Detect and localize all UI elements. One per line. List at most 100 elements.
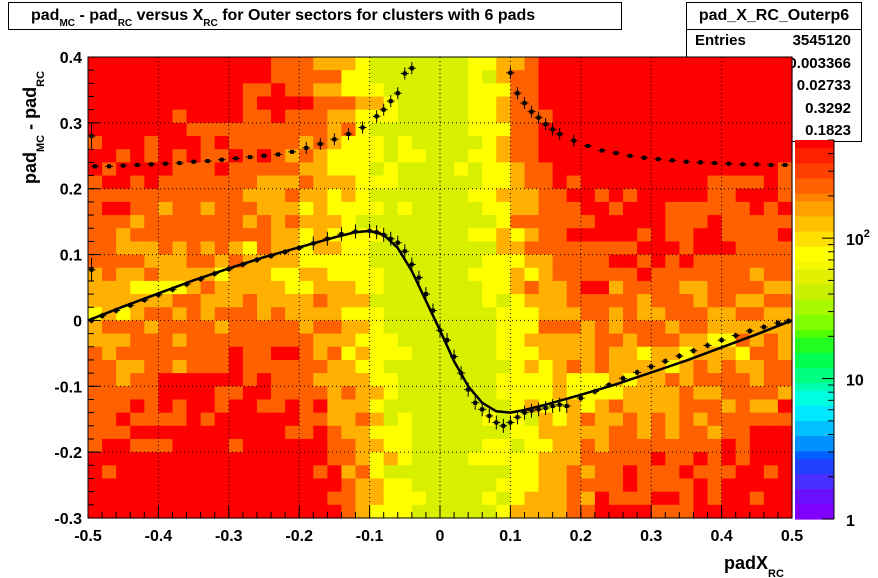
heatmap-bin — [158, 504, 174, 519]
heatmap-bin — [299, 228, 314, 242]
heatmap-bin — [130, 504, 145, 519]
heatmap-bin — [88, 228, 103, 242]
heatmap-bin — [608, 70, 624, 84]
heatmap-bin — [327, 122, 343, 137]
heatmap-bin — [538, 96, 554, 111]
z-tick-label: 1 — [846, 513, 855, 530]
heatmap-bin — [763, 149, 779, 163]
heatmap-bin — [144, 241, 159, 256]
heatmap-bin — [397, 478, 413, 493]
heatmap-bin — [580, 267, 596, 282]
rms-marker — [506, 66, 515, 79]
heatmap-bin — [693, 359, 709, 374]
heatmap-bin — [242, 412, 258, 427]
heatmap-bin — [566, 452, 582, 466]
heatmap-bin — [341, 333, 357, 348]
heatmap-bin — [552, 149, 568, 163]
heatmap-bin — [327, 149, 343, 163]
heatmap-bin — [707, 188, 723, 203]
heatmap-bin — [594, 228, 610, 242]
heatmap-bin — [285, 320, 300, 335]
rms-marker — [513, 87, 522, 100]
heatmap-bin — [468, 504, 483, 519]
heatmap-bin — [172, 201, 188, 216]
heatmap-bin — [440, 267, 455, 282]
heatmap-bin — [88, 478, 103, 493]
heatmap-bin — [299, 70, 314, 84]
heatmap-bin — [735, 359, 751, 374]
heatmap-bin — [594, 70, 610, 84]
heatmap-bin — [299, 425, 314, 440]
edge-marker — [87, 257, 96, 282]
heatmap-bin — [341, 267, 357, 282]
heatmap-bin — [468, 333, 483, 348]
heatmap-bin — [327, 109, 343, 124]
heatmap-bin — [665, 96, 680, 111]
heatmap-bin — [552, 267, 568, 282]
heatmap-bin — [637, 491, 652, 506]
heatmap-bin — [538, 465, 554, 480]
heatmap-bin — [144, 373, 159, 387]
heatmap-bin — [496, 215, 511, 229]
heatmap-bin — [637, 452, 652, 466]
heatmap-bin — [271, 320, 286, 335]
heatmap-bin — [524, 267, 540, 282]
heatmap-bin — [594, 83, 610, 98]
color-scale-band — [795, 374, 834, 384]
heatmap-bin — [524, 83, 540, 98]
heatmap-bin — [144, 109, 159, 124]
heatmap-bin — [313, 280, 328, 295]
heatmap-bin — [496, 57, 511, 71]
heatmap-bin — [566, 399, 582, 414]
rms-marker — [555, 128, 564, 141]
heatmap-bin — [285, 425, 300, 440]
heatmap-bin — [214, 320, 230, 335]
heatmap-bin — [538, 70, 554, 84]
heatmap-bin — [186, 201, 202, 216]
heatmap-bin — [566, 83, 582, 98]
heatmap-bin — [777, 294, 793, 308]
heatmap-bin — [735, 373, 751, 387]
heatmap-bin — [623, 241, 638, 256]
heatmap-bin — [693, 465, 709, 480]
heatmap-bin — [566, 438, 582, 453]
heatmap-bin — [552, 373, 568, 387]
heatmap-bin — [341, 83, 357, 98]
heatmap-bin — [369, 320, 385, 335]
heatmap-bin — [355, 280, 371, 295]
color-scale-band — [795, 291, 834, 300]
heatmap-bin — [623, 452, 638, 466]
heatmap-bin — [186, 294, 202, 308]
heatmap-bin — [608, 57, 624, 71]
heatmap-bin — [228, 109, 244, 124]
heatmap-bin — [299, 201, 314, 216]
heatmap-bin — [552, 491, 568, 506]
heatmap-bin — [271, 399, 286, 414]
rms-marker — [260, 153, 268, 158]
heatmap-bin — [496, 122, 511, 137]
heatmap-bin — [721, 320, 737, 335]
color-scale-band — [795, 230, 834, 240]
heatmap-bin — [496, 162, 511, 177]
heatmap-bin — [327, 465, 343, 480]
heatmap-bin — [594, 307, 610, 322]
heatmap-bin — [468, 359, 483, 374]
title-text: - pad — [75, 7, 118, 24]
heatmap-bin — [623, 201, 638, 216]
heatmap-bin — [707, 215, 723, 229]
heatmap-bin — [271, 307, 286, 322]
heatmap-bin — [355, 215, 371, 229]
heatmap-bin — [116, 83, 131, 98]
heatmap-bin — [538, 188, 554, 203]
heatmap-bin — [397, 359, 413, 374]
heatmap-bin — [735, 465, 751, 480]
heatmap-bin — [524, 149, 540, 163]
heatmap-bin — [707, 109, 723, 124]
heatmap-bin — [454, 109, 469, 124]
heatmap-bin — [749, 307, 765, 322]
heatmap-bin — [313, 215, 328, 229]
heatmap-bin — [679, 162, 695, 177]
heatmap-bin — [468, 188, 483, 203]
heatmap-bin — [440, 399, 455, 414]
heatmap-bin — [102, 504, 117, 519]
